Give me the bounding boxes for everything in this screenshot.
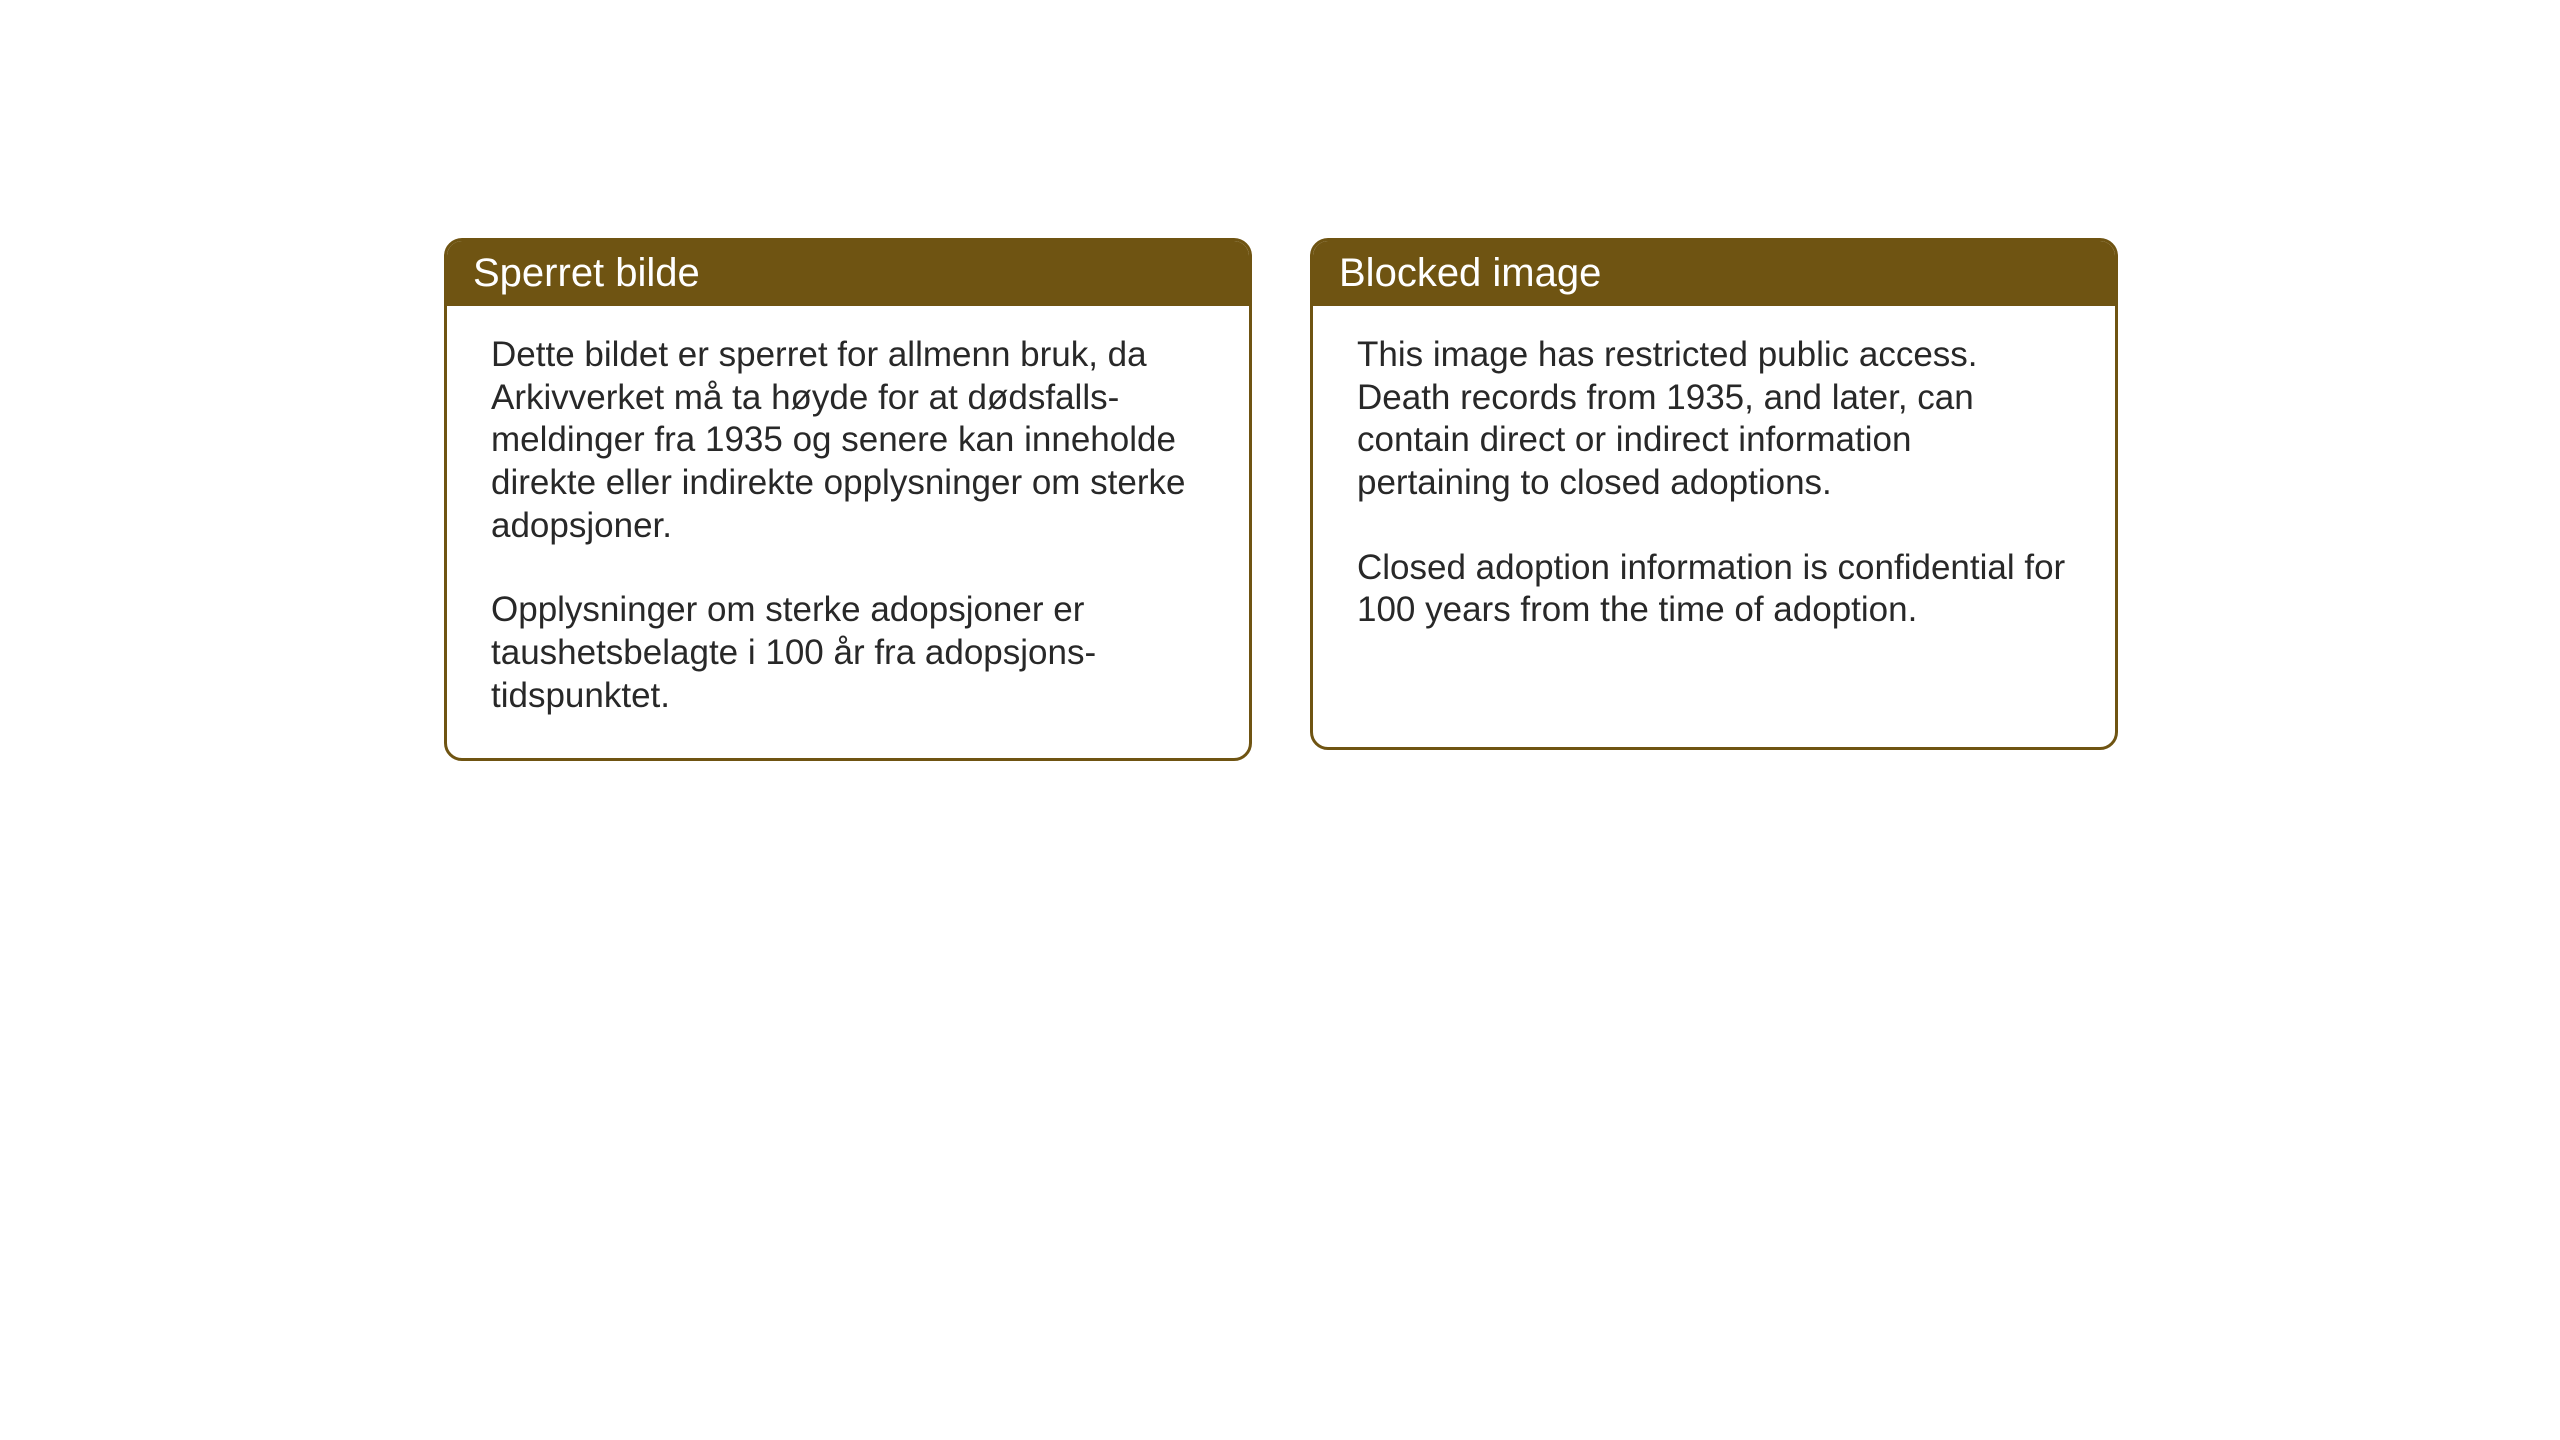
notice-container: Sperret bilde Dette bildet er sperret fo… xyxy=(444,238,2118,761)
notice-text-norwegian-p2: Opplysninger om sterke adopsjoner er tau… xyxy=(491,589,1205,717)
notice-header-english: Blocked image xyxy=(1313,241,2115,306)
notice-text-norwegian-p1: Dette bildet er sperret for allmenn bruk… xyxy=(491,334,1205,547)
notice-header-norwegian: Sperret bilde xyxy=(447,241,1249,306)
notice-text-english-p2: Closed adoption information is confident… xyxy=(1357,547,2071,632)
notice-box-english: Blocked image This image has restricted … xyxy=(1310,238,2118,750)
notice-body-english: This image has restricted public access.… xyxy=(1313,306,2115,672)
notice-body-norwegian: Dette bildet er sperret for allmenn bruk… xyxy=(447,306,1249,758)
notice-text-english-p1: This image has restricted public access.… xyxy=(1357,334,2071,505)
notice-box-norwegian: Sperret bilde Dette bildet er sperret fo… xyxy=(444,238,1252,761)
